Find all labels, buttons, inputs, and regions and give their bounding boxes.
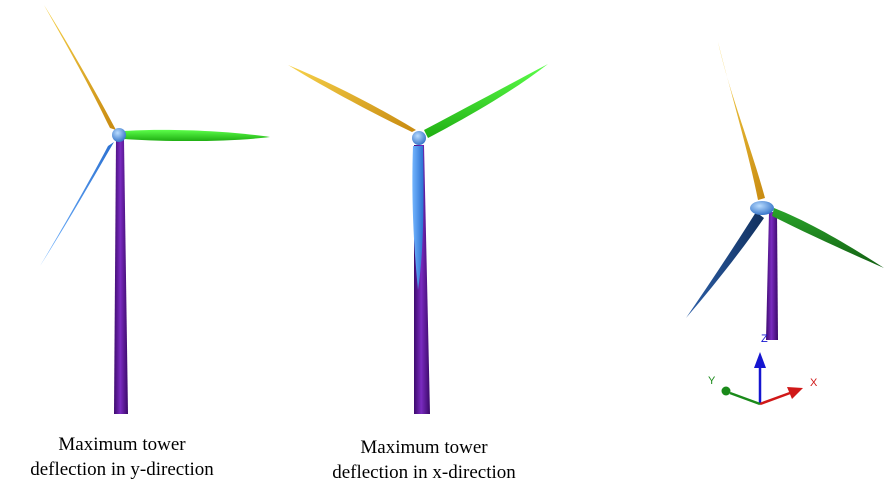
caption-line-2: deflection in x-direction — [332, 462, 516, 483]
z-axis-label: Z — [761, 333, 768, 345]
blade-blue — [686, 212, 764, 318]
turbine-iso-view — [686, 42, 884, 340]
blade-yellow — [288, 65, 416, 132]
x-axis — [759, 391, 791, 406]
hub — [750, 201, 774, 215]
hub — [412, 131, 426, 145]
tower — [114, 140, 128, 414]
caption-x-deflection: Maximum tower deflection in x-direction — [294, 435, 554, 485]
y-axis — [729, 391, 761, 406]
caption-line-2: deflection in y-direction — [30, 459, 214, 480]
y-axis-arrowhead — [721, 386, 731, 396]
x-axis-label: X — [810, 377, 818, 389]
caption-y-deflection: Maximum tower deflection in y-direction — [0, 432, 252, 482]
blade-yellow — [44, 5, 116, 130]
blade-blue — [412, 146, 424, 290]
turbine-x-deflection — [288, 64, 548, 414]
blade-green — [424, 64, 548, 138]
blade-green — [772, 208, 884, 268]
blade-blue — [40, 142, 114, 266]
x-axis-arrowhead — [787, 387, 803, 399]
z-axis-arrowhead — [754, 352, 766, 368]
blade-green — [124, 129, 270, 142]
blade-yellow — [718, 42, 765, 200]
hub — [112, 128, 126, 142]
y-axis-label: Y — [708, 375, 716, 387]
tower — [766, 212, 778, 340]
caption-line-1: Maximum tower — [360, 437, 488, 458]
turbine-y-deflection — [40, 5, 270, 414]
axis-triad: Z Y X — [708, 333, 818, 406]
caption-line-1: Maximum tower — [58, 434, 186, 455]
